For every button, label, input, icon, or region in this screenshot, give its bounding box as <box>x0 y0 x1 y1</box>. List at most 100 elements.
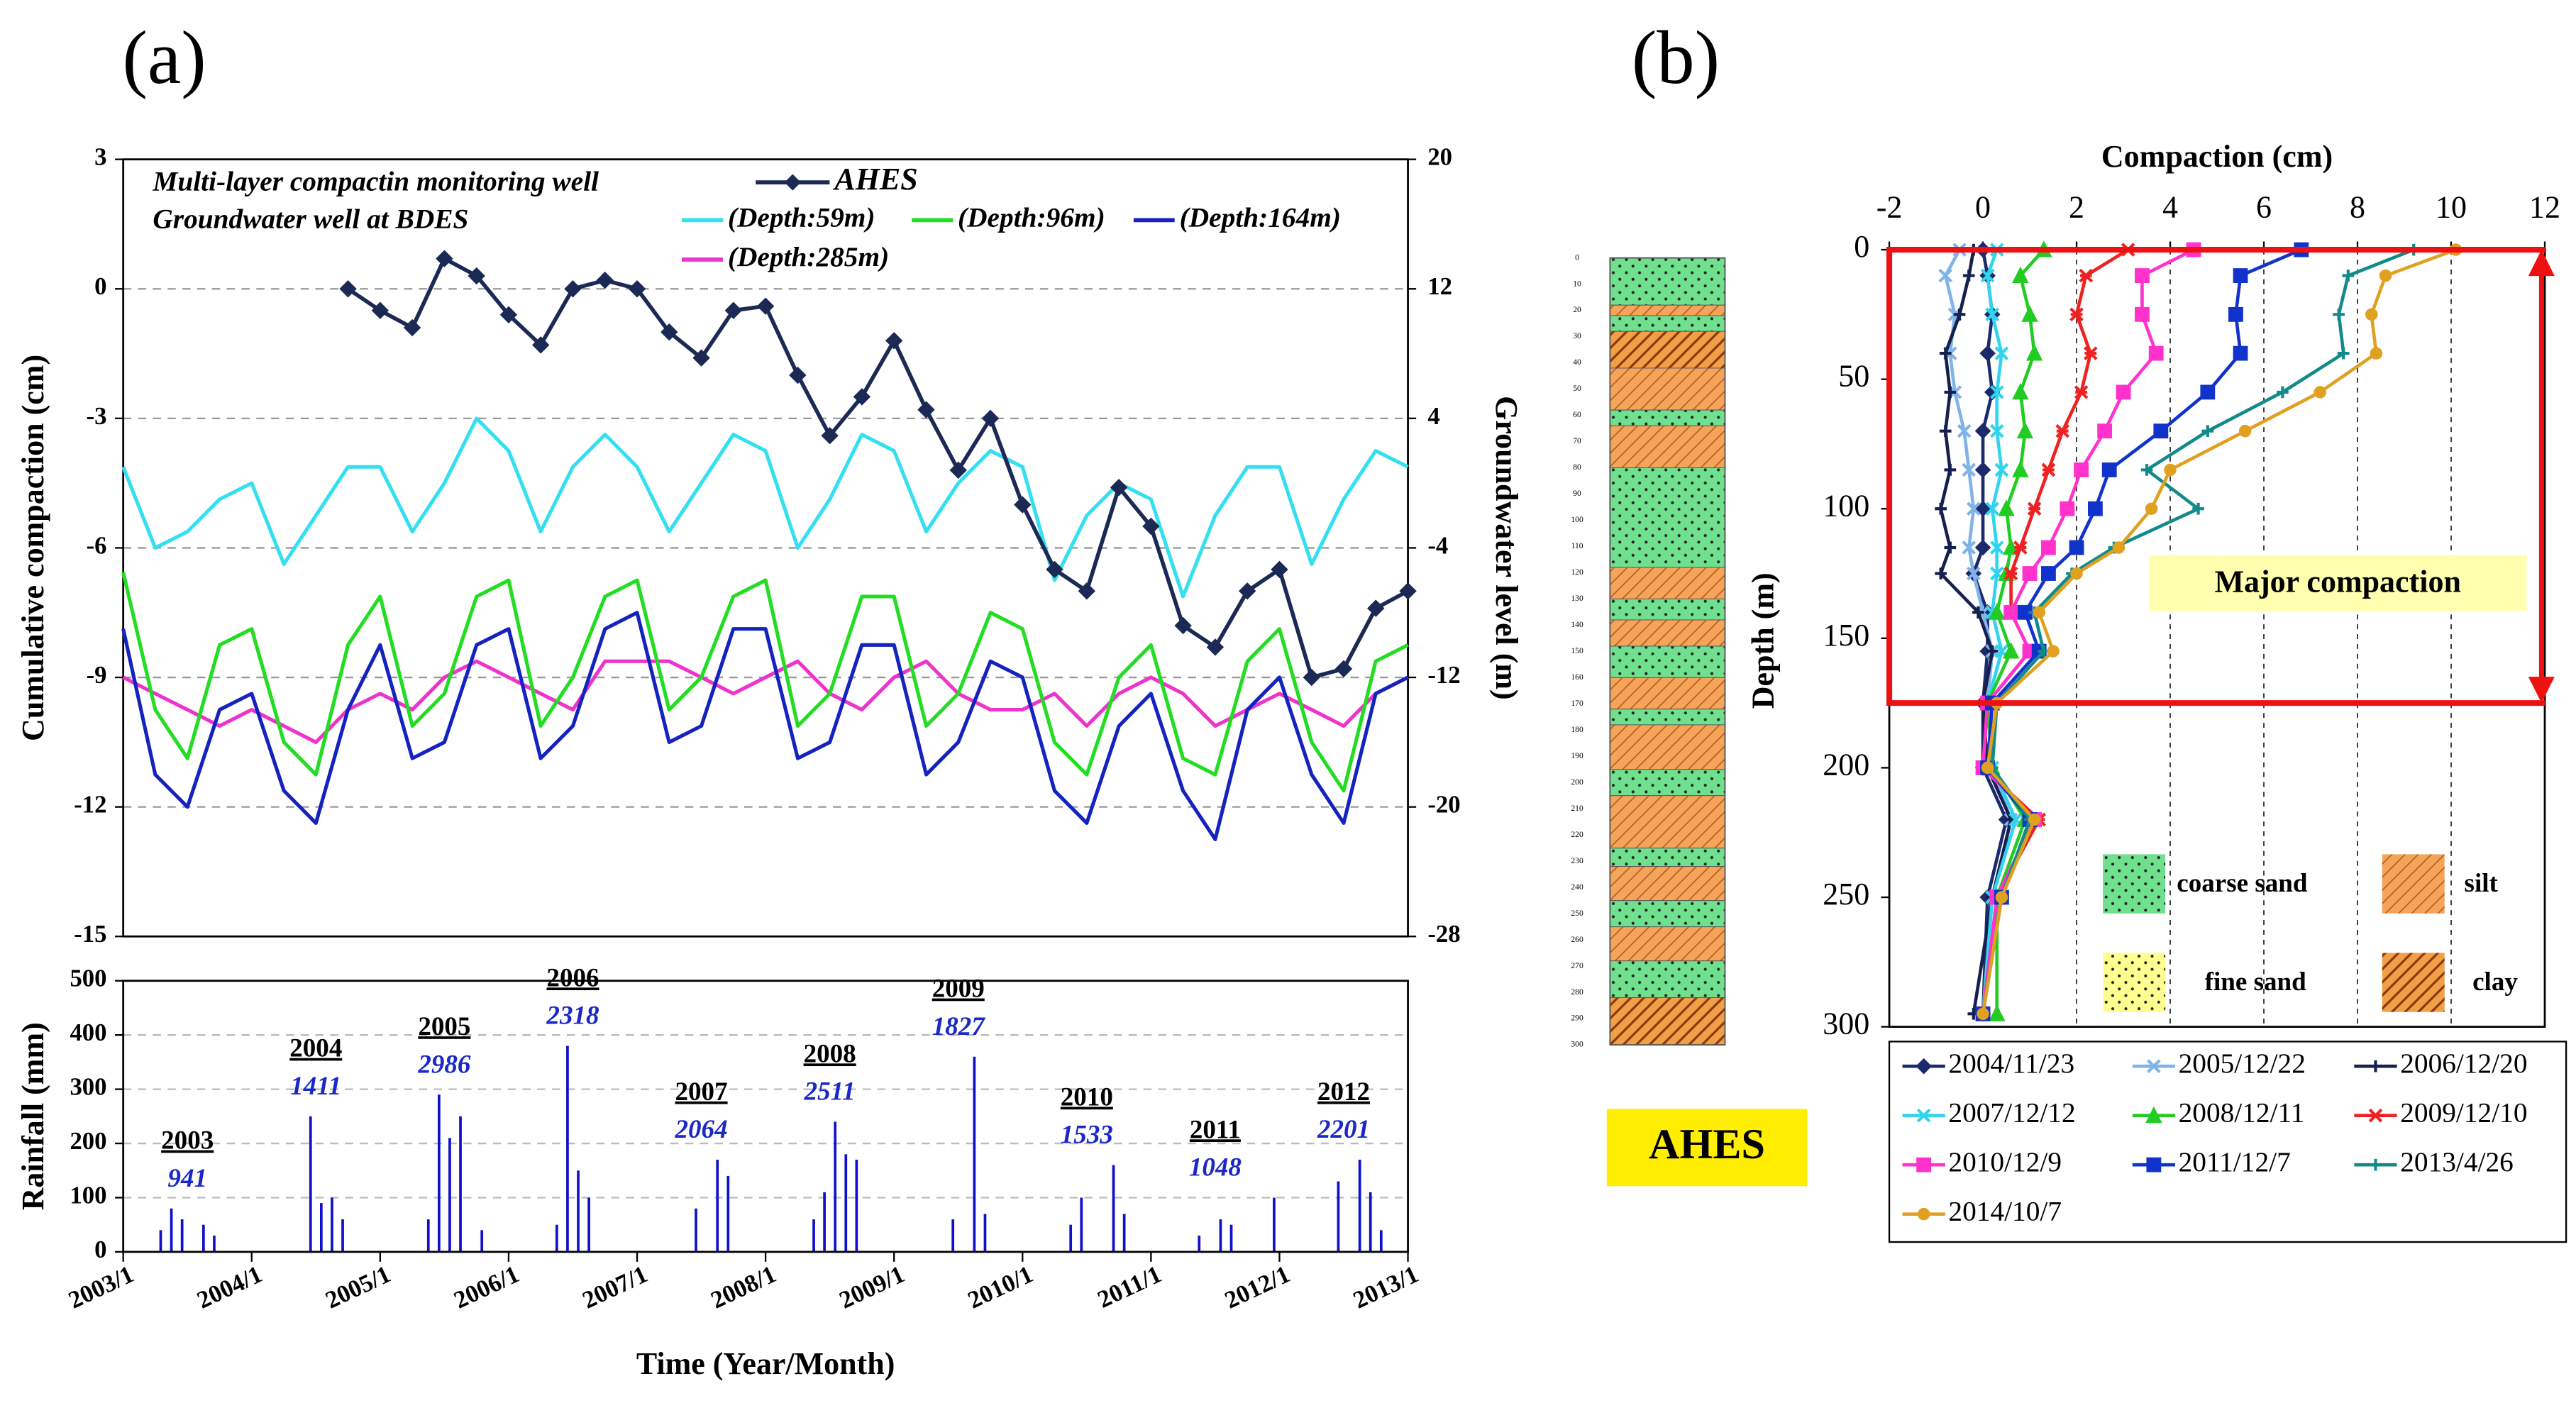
depth-tick-label: 180 <box>1571 725 1583 734</box>
marker <box>339 280 357 298</box>
legend-marker <box>784 174 801 191</box>
marker <box>2022 566 2038 581</box>
bar <box>437 1094 441 1252</box>
y-tick-label: -6 <box>87 531 107 559</box>
marker <box>2370 1060 2382 1072</box>
bar <box>726 1175 730 1252</box>
bar <box>480 1230 484 1252</box>
marker <box>2074 385 2089 399</box>
legend-label: 2006/12/20 <box>2400 1048 2527 1079</box>
marker <box>2012 382 2029 400</box>
marker <box>1206 638 1225 656</box>
x-tick-label: 2009/1 <box>835 1260 909 1314</box>
annual-total: 2201 <box>1317 1115 1370 1144</box>
marker <box>1078 582 1096 600</box>
marker <box>2041 462 2056 477</box>
marker <box>2342 270 2355 282</box>
marker <box>2333 309 2345 321</box>
marker <box>1303 668 1320 687</box>
y-tick-label: 200 <box>70 1127 106 1155</box>
depth-tick-label: 40 <box>1573 357 1581 367</box>
marker <box>1953 309 1966 321</box>
marker <box>660 323 678 341</box>
layer <box>1609 315 1725 332</box>
marker <box>1046 560 1063 579</box>
marker <box>1935 567 1947 580</box>
plot-frame <box>122 980 1409 1253</box>
marker <box>821 426 839 445</box>
y2-tick-label: -28 <box>1427 920 1460 948</box>
depth-tick-label: 300 <box>1571 1040 1583 1049</box>
bar <box>983 1214 987 1252</box>
bar <box>587 1197 590 1252</box>
legend-label: 2004/11/23 <box>1948 1048 2074 1079</box>
depth-tick-label: 160 <box>1571 672 1583 682</box>
marker <box>1980 268 1995 283</box>
layer <box>1609 795 1725 849</box>
marker <box>2088 501 2103 516</box>
year-label: 2006 <box>546 963 599 992</box>
depth-tick-label: 290 <box>1571 1014 1583 1023</box>
x-tick-label: 2013/1 <box>1349 1260 1422 1314</box>
marker <box>1995 891 2008 904</box>
bar <box>159 1230 162 1252</box>
series-line <box>346 256 1409 680</box>
marker <box>1998 499 2015 516</box>
marker <box>1967 501 1981 516</box>
marker <box>403 318 421 337</box>
marker <box>789 366 807 384</box>
y-tick-label: 150 <box>1823 618 1869 653</box>
marker <box>2027 501 2042 516</box>
marker <box>2097 423 2113 439</box>
marker <box>2041 566 2056 581</box>
marker <box>2016 421 2034 439</box>
marker <box>885 332 903 350</box>
marker <box>2146 1157 2162 1172</box>
material-swatch <box>2103 854 2166 914</box>
marker <box>1238 582 1256 600</box>
marker <box>1974 423 1991 439</box>
depth-tick-label: 150 <box>1571 646 1583 655</box>
marker <box>2140 464 2153 476</box>
bar <box>309 1116 312 1252</box>
marker <box>499 306 518 323</box>
layer <box>1609 425 1725 468</box>
marker <box>1917 1207 1930 1221</box>
marker <box>468 267 485 285</box>
x-tick-label: 8 <box>2350 190 2365 225</box>
marker <box>1957 423 1972 438</box>
depth-tick-label: 0 <box>1575 253 1579 262</box>
year-label: 2003 <box>161 1126 214 1155</box>
y2-tick-label: -12 <box>1427 661 1460 689</box>
column-frame <box>1609 257 1726 1046</box>
marker <box>2041 540 2056 555</box>
annual-total: 2064 <box>675 1115 728 1144</box>
y2-tick-label: -20 <box>1427 791 1460 819</box>
x-tick-label: 2006/1 <box>450 1260 524 1314</box>
marker <box>1990 423 2004 438</box>
y-tick-label: 3 <box>94 143 106 171</box>
annotation-box <box>2148 555 2527 611</box>
marker <box>1367 599 1385 617</box>
annotation: Major compaction <box>2215 565 2461 599</box>
marker <box>1142 517 1160 536</box>
bar <box>331 1197 333 1252</box>
marker <box>2021 305 2038 322</box>
bar <box>426 1219 430 1252</box>
annual-total: 1533 <box>1061 1121 1113 1150</box>
marker <box>1989 1004 2006 1021</box>
legend-label: 2007/12/12 <box>1948 1097 2075 1128</box>
x-tick-label: 4 <box>2162 190 2178 225</box>
y-tick-label: 0 <box>94 1236 106 1263</box>
bar <box>973 1056 976 1252</box>
depth-tick-label: 70 <box>1573 436 1581 445</box>
depth-tick-label: 220 <box>1571 830 1583 839</box>
panel-label: (a) <box>122 16 206 100</box>
marker <box>2164 463 2177 477</box>
marker <box>2148 345 2164 361</box>
bar <box>202 1224 205 1252</box>
material-swatch <box>2382 854 2445 914</box>
legend-label: 2014/10/7 <box>1948 1196 2062 1227</box>
marker <box>1962 270 1975 282</box>
x-tick-label: 2 <box>2069 190 2084 225</box>
